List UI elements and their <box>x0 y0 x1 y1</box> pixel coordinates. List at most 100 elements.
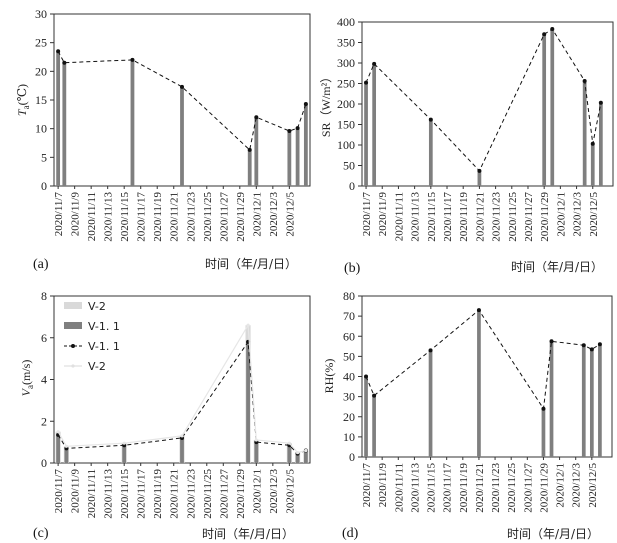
x-tick-label: 2020/11/7 <box>361 463 373 508</box>
series-point <box>476 308 481 313</box>
x-tick-label: 2020/11/23 <box>491 192 503 242</box>
y-tick-label: 0 <box>41 456 47 470</box>
x-tick-label: 2020/11/21 <box>474 192 486 242</box>
series-point <box>64 444 68 448</box>
bar <box>581 345 586 457</box>
legend-label: V-1. 1 <box>88 320 120 333</box>
x-tick-label: 2020/11/7 <box>53 192 65 237</box>
x-tick-label: 2020/11/19 <box>152 192 164 242</box>
x-tick-label: 2020/11/7 <box>361 192 373 237</box>
x-tick-label: 2020/12/1 <box>555 192 567 237</box>
bar <box>372 63 377 186</box>
y-tick-label: 200 <box>337 97 355 111</box>
x-tick-label: 2020/11/15 <box>426 463 438 513</box>
series-point <box>247 147 252 152</box>
bar <box>582 81 587 186</box>
x-tick-label: 2020/12/3 <box>268 192 280 237</box>
series-point <box>598 100 603 105</box>
x-tick-label: 2020/11/11 <box>86 469 98 518</box>
panel-b-xlabel: 时间（年/月/日） <box>511 260 603 274</box>
x-tick-label: 2020/11/11 <box>86 192 98 241</box>
series-point <box>428 348 433 353</box>
x-tick-label: 2020/11/25 <box>506 463 518 513</box>
series-point <box>541 406 546 411</box>
x-tick-label: 2020/11/9 <box>70 469 82 514</box>
x-tick-label: 2020/11/29 <box>539 192 551 242</box>
series-point <box>56 49 61 54</box>
x-tick-label: 2020/11/17 <box>442 463 454 513</box>
panel-a-label: (a) <box>33 257 49 272</box>
x-tick-label: 2020/11/13 <box>410 192 422 242</box>
x-tick-label: 2020/11/29 <box>538 463 550 513</box>
x-tick-label: 2020/11/7 <box>53 469 65 514</box>
series-point <box>287 441 291 445</box>
x-tick-label: 2020/11/15 <box>426 192 438 242</box>
y-tick-label: 50 <box>343 159 355 173</box>
series-point <box>582 79 587 84</box>
x-tick-label: 2020/12/5 <box>284 469 296 514</box>
bar <box>295 453 300 463</box>
series-point <box>180 434 184 438</box>
x-tick-label: 2020/11/21 <box>169 192 181 242</box>
panel-c-label: (c) <box>33 526 49 541</box>
legend-swatch-marker <box>71 344 75 348</box>
y-tick-label: 250 <box>337 77 355 91</box>
series-point <box>180 84 184 89</box>
x-tick-label: 2020/12/3 <box>268 469 280 514</box>
panel-a-ylabel: Ta(℃) <box>15 84 31 116</box>
x-tick-label: 2020/11/21 <box>169 469 181 519</box>
x-tick-label: 2020/11/29 <box>235 192 247 242</box>
x-tick-label: 2020/11/13 <box>103 469 115 519</box>
x-tick-label: 2020/11/19 <box>458 192 470 242</box>
x-tick-label: 2020/11/13 <box>409 463 421 513</box>
x-tick-label: 2020/11/17 <box>136 192 148 242</box>
panel-b: SR（W/m²） (b) 时间（年/月/日） <box>319 71 603 276</box>
bar <box>254 117 259 186</box>
bar <box>180 86 184 186</box>
series-point <box>589 347 594 352</box>
x-tick-label: 2020/12/3 <box>572 192 584 237</box>
x-tick-label: 2020/11/17 <box>136 469 148 519</box>
bar <box>247 149 252 186</box>
y-tick-label: 0 <box>349 179 355 193</box>
series-point <box>550 26 555 31</box>
x-tick-label: 2020/11/19 <box>458 463 470 513</box>
legend-label: V-2 <box>88 300 106 313</box>
x-tick-label: 2020/12/3 <box>571 463 583 508</box>
bar <box>589 349 594 457</box>
series-point <box>590 141 595 146</box>
panel-3-plot: 0 2 4 6 8 2020/11/7 2020/11/9 2020/11/11 2020/11… <box>41 289 311 519</box>
series-point <box>597 342 602 347</box>
x-tick-label: 2020/11/13 <box>103 192 115 242</box>
y-tick-label: 0 <box>41 179 47 193</box>
series-line-dashed <box>365 309 601 411</box>
bar <box>372 395 376 457</box>
bar <box>598 102 603 186</box>
y-tick-label: 100 <box>337 138 355 152</box>
bar <box>180 437 184 463</box>
y-tick-label: 15 <box>35 93 47 107</box>
x-tick-label: 2020/11/9 <box>70 192 82 237</box>
bar <box>590 143 595 186</box>
x-tick-label: 2020/12/1 <box>251 192 263 237</box>
x-tick-label: 2020/11/11 <box>393 463 405 512</box>
bar <box>428 119 433 186</box>
series-point <box>295 126 300 131</box>
y-tick-label: 4 <box>41 373 47 387</box>
panel-d: RH(%) (d) 时间（年/月/日） <box>322 359 599 541</box>
y-tick-label: 10 <box>343 430 355 444</box>
series-point <box>372 61 377 66</box>
series-point <box>56 430 60 434</box>
bar <box>477 170 482 186</box>
series-point <box>122 441 126 445</box>
bar <box>364 82 368 186</box>
x-tick-label: 2020/12/5 <box>284 192 296 237</box>
x-tick-label: 2020/11/17 <box>442 192 454 242</box>
x-tick-label: 2020/11/29 <box>235 469 247 519</box>
x-tick-label: 2020/11/23 <box>490 463 502 513</box>
series-line-dashed <box>365 28 602 172</box>
series-point <box>372 393 377 398</box>
x-tick-label: 2020/12/5 <box>588 192 600 237</box>
panel-d-label: (d) <box>342 526 359 541</box>
